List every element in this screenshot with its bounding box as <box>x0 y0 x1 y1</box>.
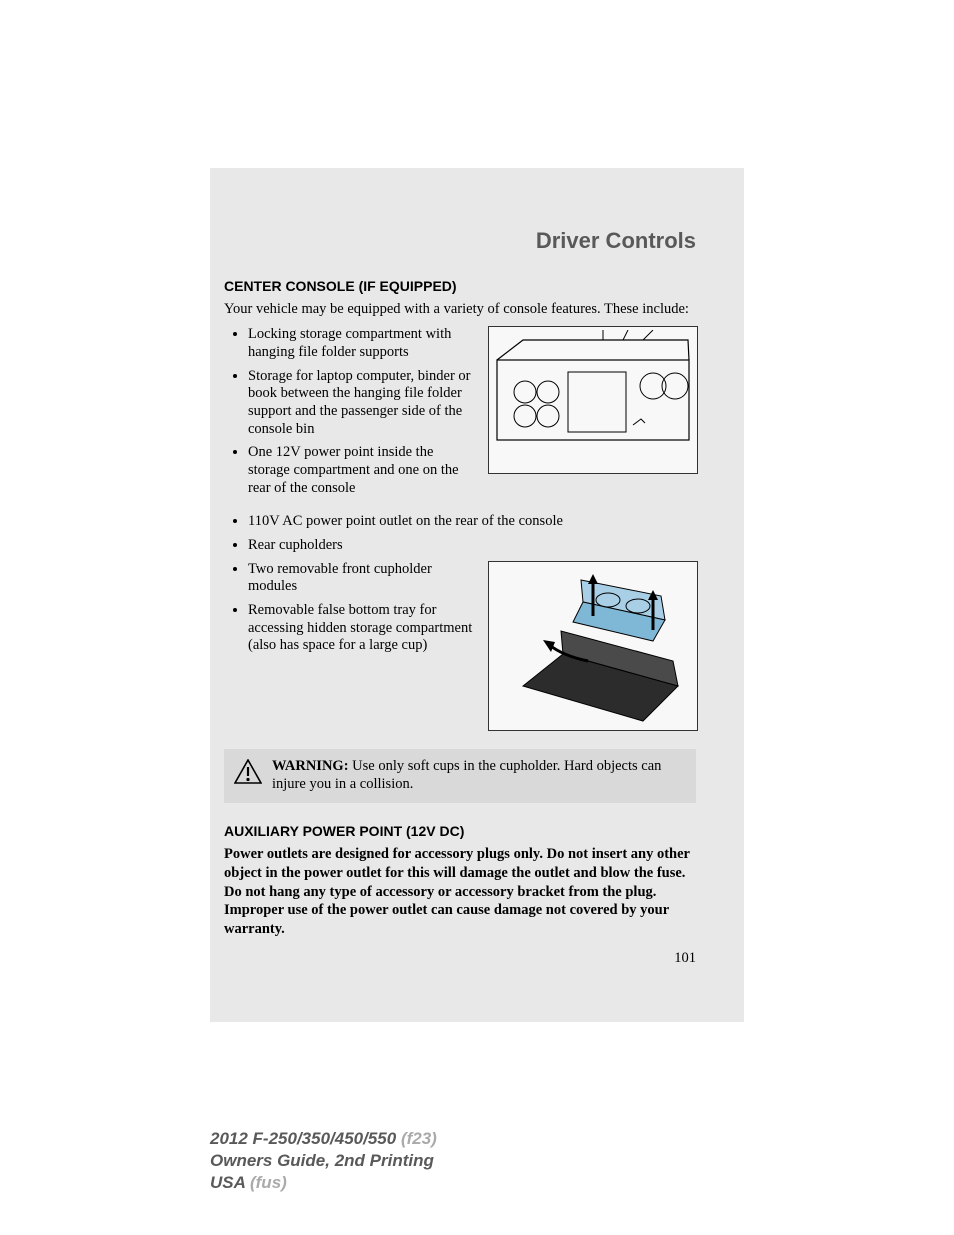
section-heading-center-console: CENTER CONSOLE (IF EQUIPPED) <box>224 278 696 294</box>
feature-item: Storage for laptop computer, binder or b… <box>248 368 474 439</box>
feature-item: One 12V power point inside the storage c… <box>248 444 474 497</box>
footer-code: (f23) <box>396 1129 437 1148</box>
console-illustration <box>493 330 693 470</box>
footer-region-code: (fus) <box>245 1173 287 1192</box>
warning-icon <box>234 759 262 790</box>
chapter-title: Driver Controls <box>224 228 696 254</box>
features-col-1: Locking storage compartment with hanging… <box>224 326 474 503</box>
warning-box: WARNING: Use only soft cups in the cupho… <box>224 749 696 803</box>
figure-cupholder-tray <box>488 561 698 731</box>
figure-center-console <box>488 326 698 474</box>
footer-line-3: USA (fus) <box>210 1172 744 1194</box>
features-list-3: Two removable front cupholder modules Re… <box>224 561 474 655</box>
feature-item: Removable false bottom tray for accessin… <box>248 602 474 655</box>
warning-text: WARNING: Use only soft cups in the cupho… <box>272 757 686 793</box>
feature-item: Locking storage compartment with hanging… <box>248 326 474 361</box>
feature-item: 110V AC power point outlet on the rear o… <box>248 513 696 531</box>
features-list-1: Locking storage compartment with hanging… <box>224 326 474 497</box>
footer-line-2: Owners Guide, 2nd Printing <box>210 1150 744 1172</box>
features-list-2: 110V AC power point outlet on the rear o… <box>224 513 696 554</box>
intro-paragraph: Your vehicle may be equipped with a vari… <box>224 300 696 318</box>
features-row-2: Two removable front cupholder modules Re… <box>224 561 696 731</box>
feature-item: Rear cupholders <box>248 537 696 555</box>
footer-region: USA <box>210 1173 245 1192</box>
warning-label: WARNING: <box>272 758 349 774</box>
footer-line-1: 2012 F-250/350/450/550 (f23) <box>210 1128 744 1150</box>
footer-model: 2012 F-250/350/450/550 <box>210 1129 396 1148</box>
page-content: Driver Controls CENTER CONSOLE (IF EQUIP… <box>210 168 744 979</box>
section-heading-aux-power: AUXILIARY POWER POINT (12V DC) <box>224 823 696 839</box>
page-footer: 2012 F-250/350/450/550 (f23) Owners Guid… <box>210 1128 744 1193</box>
features-row-1: Locking storage compartment with hanging… <box>224 326 696 503</box>
feature-item: Two removable front cupholder modules <box>248 561 474 596</box>
aux-power-paragraph: Power outlets are designed for accessory… <box>224 845 696 939</box>
page-number: 101 <box>674 950 696 967</box>
features-col-3: Two removable front cupholder modules Re… <box>224 561 474 661</box>
tray-illustration <box>493 566 693 726</box>
